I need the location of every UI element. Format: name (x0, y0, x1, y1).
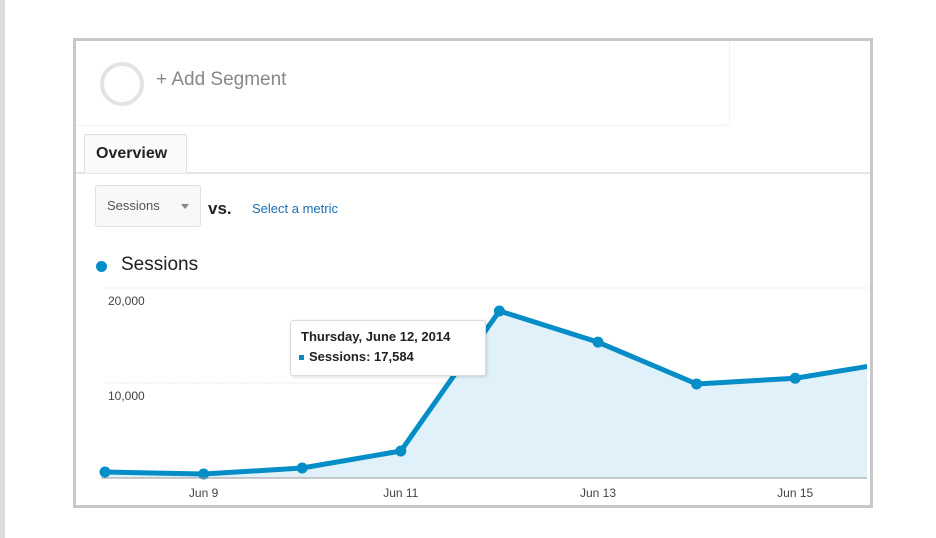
segment-bar: + Add Segment (76, 41, 730, 126)
data-point-jun-15 (789, 372, 801, 384)
tab-overview[interactable]: Overview (84, 134, 187, 173)
y-tick-label: 20,000 (108, 294, 145, 308)
tooltip-value: Sessions: 17,584 (309, 349, 414, 364)
vs-label: vs. (208, 199, 232, 218)
legend-series-label: Sessions (121, 254, 199, 275)
add-segment-button[interactable]: + Add Segment (156, 69, 287, 90)
axis-layer: 20,000 10,000 Jun 9 Jun 11 Jun 13 Jun 15 (101, 294, 867, 500)
data-point-jun-9 (198, 468, 210, 480)
tooltip-row: Sessions: 17,584 (299, 349, 414, 364)
point-layer (99, 305, 801, 480)
data-point-jun-13 (592, 336, 604, 348)
left-edge-strip (0, 0, 5, 538)
tooltip-title: Thursday, June 12, 2014 (301, 329, 451, 344)
segment-circle-icon[interactable] (100, 62, 144, 106)
x-tick-label: Jun 11 (383, 486, 418, 500)
select-metric-link[interactable]: Select a metric (252, 201, 338, 216)
data-point-jun-10 (296, 462, 308, 474)
data-point-jun-14 (691, 378, 703, 390)
area-layer (105, 310, 867, 478)
chart-tooltip: Thursday, June 12, 2014 Sessions: 17,584 (290, 320, 486, 376)
y-tick-label: 10,000 (108, 389, 145, 403)
x-tick-label: Jun 9 (189, 486, 219, 500)
data-point-jun-8 (99, 466, 111, 478)
metric-select-value: Sessions (107, 198, 160, 213)
x-tick-label: Jun 13 (580, 486, 616, 500)
data-point-jun-11 (395, 445, 407, 457)
tab-overview-label: Overview (96, 145, 168, 162)
x-tick-label: Jun 15 (777, 486, 813, 500)
chevron-down-icon (181, 204, 189, 209)
series-area (105, 310, 867, 478)
metric-select[interactable]: Sessions (95, 185, 201, 227)
legend-dot-icon (96, 261, 107, 272)
data-point-jun-12 (493, 305, 505, 317)
tooltip-swatch-icon (299, 355, 304, 361)
analytics-panel: + Add Segment Overview Sessions vs. Sele… (73, 38, 873, 508)
sessions-chart: 20,000 10,000 Jun 9 Jun 11 Jun 13 Jun 15 (99, 287, 870, 500)
tab-bar-divider (76, 172, 870, 174)
